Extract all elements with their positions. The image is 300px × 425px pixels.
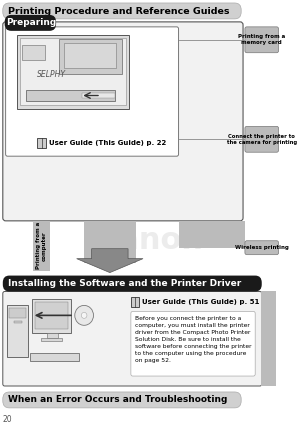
- Text: When an Error Occurs and Troubleshooting: When an Error Occurs and Troubleshooting: [8, 395, 228, 405]
- Text: Installing the Software and the Printer Driver: Installing the Software and the Printer …: [8, 279, 242, 288]
- FancyBboxPatch shape: [3, 22, 243, 221]
- FancyBboxPatch shape: [3, 3, 241, 19]
- FancyBboxPatch shape: [245, 126, 279, 152]
- Text: 20: 20: [3, 415, 12, 424]
- Bar: [261, 292, 276, 386]
- Bar: [131, 298, 139, 307]
- Polygon shape: [77, 249, 143, 272]
- Bar: [178, 221, 245, 248]
- Text: Wireless printing: Wireless printing: [235, 245, 289, 250]
- FancyBboxPatch shape: [245, 27, 279, 53]
- Text: Printing from a
computer: Printing from a computer: [36, 222, 46, 269]
- Bar: [38, 138, 46, 148]
- Text: Printing Procedure and Reference Guides: Printing Procedure and Reference Guides: [8, 7, 230, 16]
- Bar: [59, 39, 122, 74]
- FancyBboxPatch shape: [6, 27, 178, 156]
- FancyBboxPatch shape: [131, 312, 255, 376]
- Text: User Guide (This Guide) p. 22: User Guide (This Guide) p. 22: [49, 140, 166, 146]
- Bar: [41, 338, 62, 341]
- Circle shape: [75, 306, 94, 325]
- FancyBboxPatch shape: [245, 241, 279, 255]
- Bar: [84, 221, 136, 263]
- Bar: [82, 93, 115, 99]
- Text: Connect the printer to
the camera for printing: Connect the printer to the camera for pr…: [227, 134, 297, 144]
- Bar: [9, 309, 26, 318]
- Text: Before you connect the printer to a
computer, you must install the printer
drive: Before you connect the printer to a comp…: [135, 316, 251, 363]
- Text: Printing from a
memory card: Printing from a memory card: [238, 34, 285, 45]
- Bar: [26, 90, 115, 102]
- Bar: [47, 333, 58, 338]
- Text: User Guide (This Guide) p. 51: User Guide (This Guide) p. 51: [142, 300, 260, 306]
- Bar: [32, 300, 71, 333]
- Bar: [8, 306, 28, 357]
- Bar: [17, 35, 129, 109]
- Text: SELPHY: SELPHY: [38, 70, 66, 79]
- Bar: [14, 321, 22, 323]
- Bar: [34, 303, 68, 329]
- FancyBboxPatch shape: [3, 275, 262, 292]
- FancyBboxPatch shape: [5, 15, 56, 31]
- Bar: [64, 43, 116, 68]
- Circle shape: [81, 312, 87, 318]
- FancyBboxPatch shape: [3, 292, 262, 386]
- Bar: [30, 353, 79, 361]
- Bar: [22, 45, 45, 60]
- Text: Preparing: Preparing: [6, 18, 56, 27]
- Bar: [20, 38, 126, 105]
- Text: Canon: Canon: [96, 226, 203, 255]
- FancyBboxPatch shape: [3, 392, 241, 408]
- Bar: [33, 221, 50, 271]
